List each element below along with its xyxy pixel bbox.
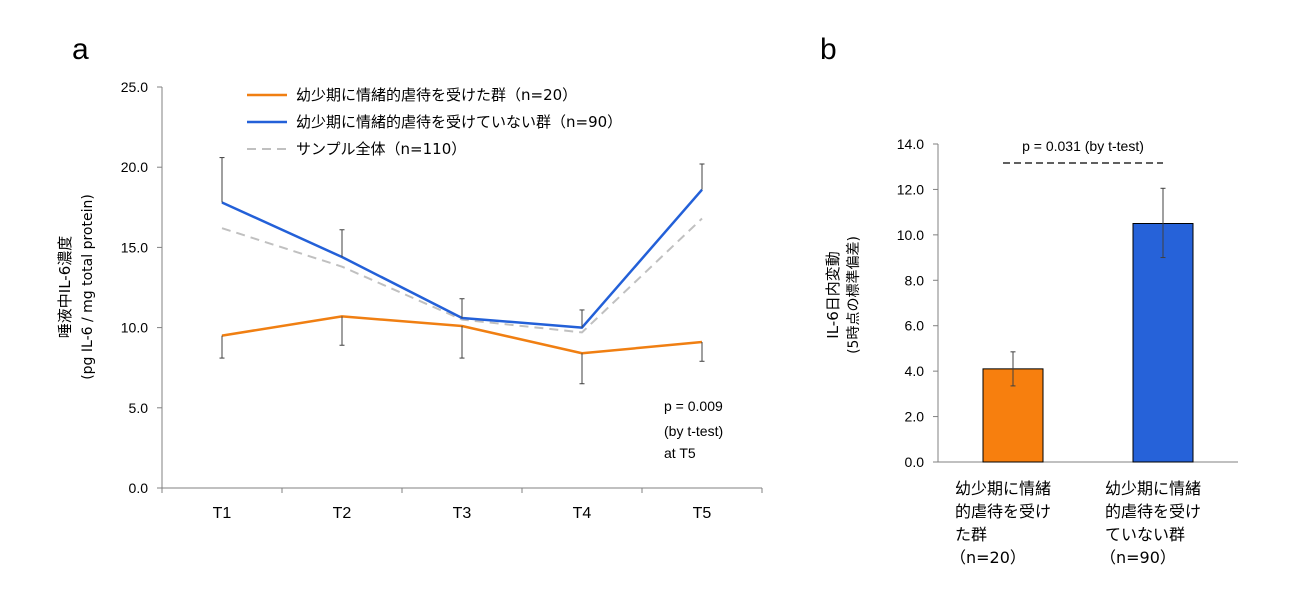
category-label-line: 幼少期に情緒 — [955, 479, 1051, 498]
y-axis-label-b: IL-6日内変動 — [824, 251, 842, 338]
y-tick-label-b: 2.0 — [905, 409, 925, 425]
category-label-line: （n=20） — [950, 548, 1026, 567]
y-tick-label: 25.0 — [121, 79, 148, 95]
x-tick-label: T4 — [573, 505, 592, 522]
y-tick-label-b: 4.0 — [905, 363, 925, 379]
y-tick-label-b: 12.0 — [897, 181, 924, 197]
y-axis-label: 唾液中IL-6濃度 — [56, 236, 74, 338]
category-label-line: た群 — [955, 525, 987, 544]
y-axis-label-group-b: IL-6日内変動 (5時点の標準偏差) — [824, 236, 862, 354]
p-value-annotation: p = 0.009 — [664, 398, 723, 414]
panel-a-letter: a — [72, 33, 89, 66]
y-tick-label: 20.0 — [121, 159, 148, 175]
x-tick-label: T5 — [693, 505, 712, 522]
category-label-line: ていない群 — [1105, 525, 1185, 544]
line-series-total — [221, 217, 703, 334]
y-axis-label-group: 唾液中IL-6濃度 (pg IL-6 / mg total protein) — [56, 194, 96, 380]
y-tick-label-b: 10.0 — [897, 227, 924, 243]
y-tick-label: 15.0 — [121, 239, 148, 255]
y-axis-unit-label-b: (5時点の標準偏差) — [846, 236, 862, 354]
legend: 幼少期に情緒的虐待を受けた群（n=20） 幼少期に情緒的虐待を受けていない群（n… — [247, 86, 622, 158]
y-tick-label: 0.0 — [129, 480, 149, 496]
x-tick-label: T2 — [333, 505, 352, 522]
y-tick-label-b: 0.0 — [905, 454, 925, 470]
y-tick-label-b: 6.0 — [905, 318, 925, 334]
legend-label-not-abused: 幼少期に情緒的虐待を受けていない群（n=90） — [296, 113, 622, 131]
bar-chart-panel: 0.02.04.06.08.010.012.014.0 幼少期に情緒的虐待を受け… — [824, 136, 1238, 567]
category-label-line: 幼少期に情緒 — [1105, 479, 1201, 498]
bar — [1132, 223, 1194, 463]
y-axis-unit-label: (pg IL-6 / mg total protein) — [80, 194, 96, 380]
panel-b-letter: b — [820, 33, 837, 66]
category-label-line: 的虐待を受け — [1105, 502, 1201, 521]
legend-label-abused: 幼少期に情緒的虐待を受けた群（n=20） — [296, 86, 577, 104]
timepoint-annotation: at T5 — [664, 445, 696, 461]
y-tick-label: 10.0 — [121, 320, 148, 336]
p-value-annotation-b: p = 0.031 (by t-test) — [1022, 138, 1144, 154]
category-label-line: （n=90） — [1100, 548, 1176, 567]
y-tick-label-b: 14.0 — [897, 136, 924, 152]
y-tick-label: 5.0 — [129, 400, 149, 416]
x-tick-label: T1 — [213, 505, 232, 522]
line-chart-panel: 0.0 5.0 10.0 15.0 20.0 25.0 T1 T2 T3 T4 T5 唾液中IL-… — [56, 79, 763, 522]
test-method-annotation: (by t-test) — [664, 423, 723, 439]
category-label-line: 的虐待を受け — [955, 502, 1051, 521]
legend-label-total: サンプル全体（n=110） — [296, 140, 466, 158]
y-tick-label-b: 8.0 — [905, 272, 925, 288]
x-tick-label: T3 — [453, 505, 472, 522]
